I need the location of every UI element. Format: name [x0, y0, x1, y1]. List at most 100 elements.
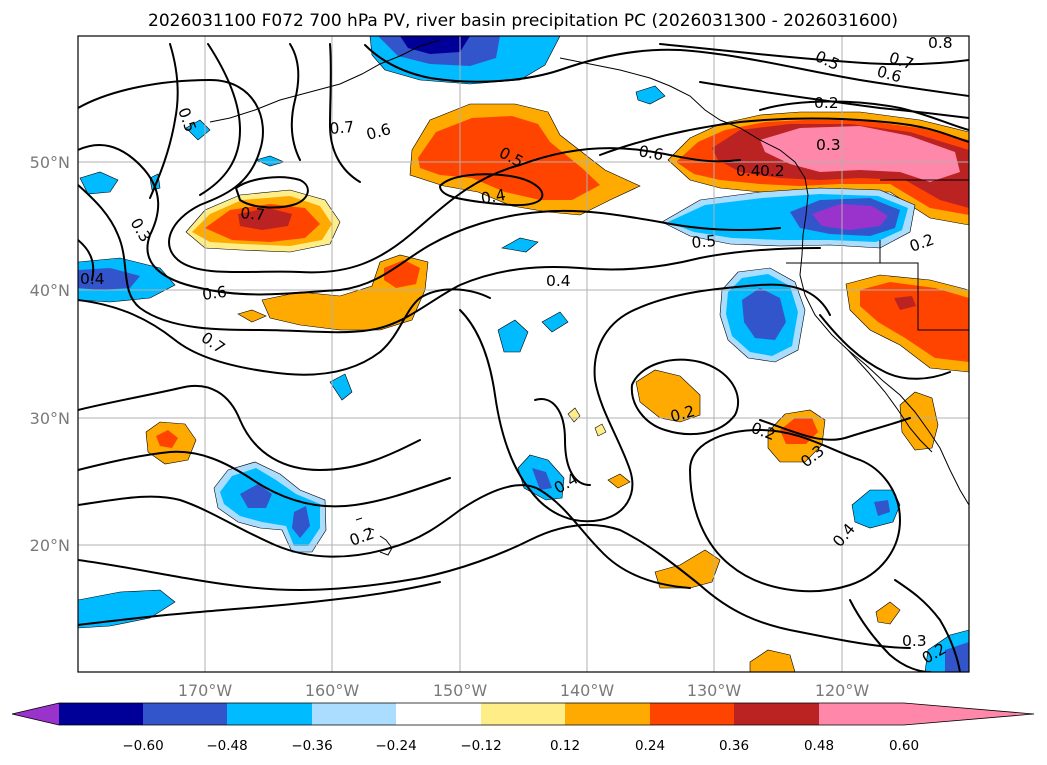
map-content: 0.5 0.3 0.4 0.6 0.7 0.7 0.6 0.7 0.5 0.4 … — [78, 34, 969, 672]
pv-contour-line — [894, 579, 961, 672]
colorbar-tick-label: 0.60 — [889, 738, 919, 754]
colorbar-segment — [565, 703, 650, 725]
colorbar-segment — [396, 703, 481, 725]
colorbar-segment — [143, 703, 228, 725]
contour-label: 0.8 — [928, 34, 953, 52]
pv-contour-line — [599, 117, 969, 156]
lon-tick-label: 150°W — [433, 681, 488, 700]
colorbar-tick-label: −0.48 — [206, 738, 247, 754]
pv-contour-line — [235, 176, 309, 209]
colorbar-extend-min — [12, 703, 59, 725]
contour-label: 0.6 — [201, 283, 228, 304]
pv-contour-line — [459, 283, 831, 523]
lon-tick-label: 160°W — [305, 681, 360, 700]
contour-label: 0.5 — [691, 232, 717, 252]
contour-label: 0.7 — [240, 204, 266, 224]
colorbar-segment — [650, 703, 735, 725]
precip-blob-strong — [238, 208, 292, 230]
colorbar-outline — [11, 702, 1035, 726]
contour-label: 0.3 — [816, 136, 841, 154]
pv-contour-line — [149, 43, 179, 199]
contour-label: 0.4 — [546, 272, 571, 290]
pv-contour-line — [759, 100, 969, 131]
precip-blob-negative-strong — [240, 484, 310, 538]
precip-blob-positive — [654, 549, 721, 589]
colorbar-segment — [734, 703, 819, 725]
colorbar-segment — [481, 703, 566, 725]
pv-contour-line — [199, 43, 241, 196]
lat-tick-label: 50°N — [30, 153, 70, 172]
precip-blob-negative-strong — [742, 288, 786, 340]
precip-blob-negative-strong — [532, 468, 552, 490]
pv-contour-line — [78, 144, 781, 296]
precip-blob-positive-core — [418, 116, 600, 200]
pv-contour-line — [630, 358, 740, 436]
baja-coast — [847, 349, 933, 453]
pv-contours — [78, 43, 969, 672]
precip-blob-negative — [501, 237, 539, 253]
contour-label: 0.2 — [760, 162, 785, 180]
na-west-coast — [759, 139, 969, 506]
contour-label: 0.3 — [902, 632, 927, 650]
precip-blob-strongest — [760, 126, 960, 182]
pv-contour-line — [289, 43, 301, 161]
contour-label: 0.2 — [814, 94, 839, 112]
lat-tick-label: 20°N — [30, 536, 70, 555]
lon-tick-label: 170°W — [178, 681, 233, 700]
precip-blob-positive — [594, 423, 607, 437]
colorbar-tick-label: −0.12 — [460, 738, 501, 754]
pv-contour-line — [659, 43, 969, 66]
precip-blob-negative — [78, 589, 176, 629]
pv-contour-line — [78, 484, 691, 589]
precip-shading — [78, 36, 969, 672]
precip-blob-positive — [607, 473, 631, 489]
pv-contour-line — [364, 44, 969, 97]
precip-blob-positive — [635, 369, 701, 423]
colorbar-segment — [312, 703, 397, 725]
colorbar-extend-max — [904, 703, 1034, 725]
colorbar — [11, 702, 1035, 726]
colorbar-segment — [59, 703, 144, 725]
lon-tick-label: 130°W — [687, 681, 742, 700]
precip-blob-strong — [894, 296, 916, 310]
alaska-aleutian-coast — [209, 39, 441, 123]
pv-contour-line — [78, 384, 421, 471]
colorbar-tick-label: −0.24 — [375, 738, 416, 754]
lon-tick-label: 120°W — [815, 681, 870, 700]
contour-label: 0.6 — [364, 120, 392, 144]
precip-blob-positive-core — [384, 260, 420, 288]
precip-blob-negative — [185, 119, 211, 141]
precip-blob-positive — [749, 649, 796, 672]
pv-contour-line — [699, 81, 969, 119]
precip-blob-positive — [875, 601, 901, 625]
contour-label: 0.2 — [668, 402, 696, 426]
pv-contour-line — [534, 398, 591, 486]
precip-blob-negative — [635, 85, 666, 105]
colorbar-tick-label: −0.36 — [291, 738, 332, 754]
pv-contour-line — [849, 599, 931, 672]
contour-label: 0.6 — [875, 62, 903, 86]
colorbar-segment — [819, 703, 904, 725]
colorbar-tick-label: 0.48 — [804, 738, 834, 754]
colorbar-tick-labels: −0.60 −0.48 −0.36 −0.24 −0.12 0.12 0.24 … — [122, 738, 919, 754]
pv-contour-line — [759, 417, 911, 441]
border-lines — [786, 179, 969, 331]
longitude-tick-labels: 170°W 160°W 150°W 140°W 130°W 120°W — [178, 681, 870, 700]
lat-tick-label: 40°N — [30, 281, 70, 300]
pv-contour-line — [78, 184, 821, 334]
precip-blob-negative-strongest — [400, 36, 470, 54]
pv-contour-line — [819, 314, 951, 380]
pv-contour-line — [78, 581, 441, 626]
contour-label: 0.4 — [736, 162, 761, 180]
contour-label: 0.4 — [80, 270, 105, 288]
colorbar-tick-label: 0.12 — [550, 738, 580, 754]
pv-contour-line — [78, 523, 911, 649]
precip-blob-positive — [237, 309, 267, 323]
pv-contour-line — [78, 239, 95, 281]
pv-contour-line — [439, 173, 544, 207]
precip-blob-positive-core — [860, 282, 969, 362]
pv-contour-line — [78, 288, 491, 376]
precip-blob-negative — [329, 373, 353, 401]
lat-tick-label: 30°N — [30, 409, 70, 428]
